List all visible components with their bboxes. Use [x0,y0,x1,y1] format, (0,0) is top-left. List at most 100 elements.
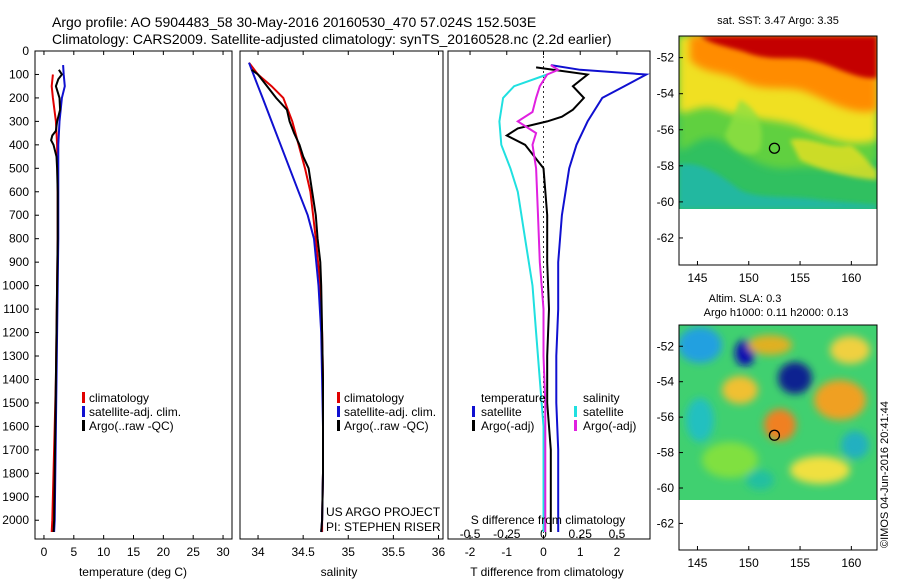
difference-series [498,64,650,532]
t-difference-x-axis: -2 -1 0 1 2 [465,51,621,559]
temperature-plot-frame [34,50,233,540]
s-difference-axis-label: S difference from climatology [471,513,626,527]
sst-float-marker [768,142,781,154]
x-tick-label: 34.5 [291,545,315,559]
y-tick-label: 0 [22,44,29,58]
legend-label-s-argo: Argo(-adj) [583,419,636,433]
sla-map-axes: 145 150 155 160 -52 -54 -56 -58 -60 -62 [657,339,862,570]
x-tick-label: -2 [465,545,476,559]
y-tick-label: 400 [9,138,29,152]
series-line-s-satellite [498,73,548,532]
map-x-tick-label: 150 [739,556,759,570]
x-tick-label: 34 [251,545,265,559]
legend-swatch-argo [82,420,85,431]
legend-swatch-s-satellite [574,406,577,417]
salinity-panel: 34 34.5 35 35.5 36 salinity climatology sate… [239,50,446,579]
x-tick-label: 15 [127,545,141,559]
map-x-tick-label: 155 [790,271,810,285]
x-tick-label: 36 [432,545,446,559]
sla-map-title-line1: Altim. SLA: 0.3 [709,293,782,305]
series-line-s-argo-adj [515,64,561,532]
imos-credit: ©IMOS 04-Jun-2016 20:41:44 [879,401,891,548]
map-y-tick-label: -56 [657,123,675,137]
y-tick-label: 300 [9,114,29,128]
x-tick-label: 30 [216,545,230,559]
salinity-legend: climatology satellite-adj. clim. Argo(..… [337,391,436,433]
legend-heading-temperature: temperature [481,391,546,405]
map-x-tick-label: 145 [687,271,707,285]
legend-swatch-climatology [337,392,340,403]
map-y-tick-label: -58 [657,159,675,173]
legend-swatch-satellite [82,406,85,417]
map-y-tick-label: -62 [657,516,675,530]
series-line-t-argo-adj [504,66,591,532]
project-annotation: US ARGO PROJECT [326,505,441,519]
y-tick-label: 100 [9,67,29,81]
sla-heatmap [679,325,877,500]
sst-map-frame [678,35,878,266]
x-tick-label: 0 [540,545,547,559]
y-tick-label: 1600 [2,419,29,433]
salinity-axis-label: salinity [321,565,358,579]
y-tick-label: 600 [9,185,29,199]
y-tick-label: 2000 [2,513,29,527]
sst-map-axes: 145 150 155 160 -52 -54 -56 -58 -60 -62 [657,51,862,285]
s-tick-label: 0 [540,527,547,541]
sst-map-title: sat. SST: 3.47 Argo: 3.35 [717,15,839,27]
x-tick-label: 35 [342,545,356,559]
temperature-panel: 0100200300400500600700800900100011001200… [2,44,233,579]
difference-legend: temperature salinity satellite Argo(-adj… [472,391,636,433]
map-x-tick-label: 160 [841,556,861,570]
series-line-argo-raw-qc [251,68,324,533]
series-line-climatology [248,62,324,532]
s-tick-label: -0.5 [460,527,481,541]
figure-title: Argo profile: AO 5904483_58 30-May-2016 … [52,14,536,30]
sla-map-frame [678,324,878,551]
y-tick-label: 1300 [2,349,29,363]
y-tick-label: 1900 [2,490,29,504]
legend-label-satellite: satellite-adj. clim. [344,405,436,419]
y-tick-label: 1200 [2,326,29,340]
map-y-tick-label: -52 [657,51,675,65]
legend-swatch-climatology [82,392,85,403]
x-tick-label: 20 [157,545,171,559]
s-difference-axis: -0.5 -0.25 0 0.25 0.5 [460,527,626,541]
x-tick-label: -1 [501,545,512,559]
t-difference-axis-label: T difference from climatology [470,565,624,579]
map-y-tick-label: -54 [657,87,675,101]
map-y-tick-label: -52 [657,339,675,353]
legend-label-t-argo: Argo(-adj) [481,419,534,433]
legend-label-climatology: climatology [344,391,404,405]
legend-label-satellite: satellite-adj. clim. [89,405,181,419]
temperature-legend: climatology satellite-adj. clim. Argo(..… [82,391,181,433]
map-y-tick-label: -56 [657,410,675,424]
temperature-series [50,65,66,533]
s-tick-label: 0.5 [609,527,626,541]
map-y-tick-label: -60 [657,481,675,495]
legend-swatch-satellite [337,406,340,417]
map-x-tick-label: 155 [790,556,810,570]
s-tick-label: 0.25 [569,527,593,541]
legend-swatch-argo [337,420,340,431]
temperature-x-axis: 0 5 10 15 20 25 30 [41,51,230,559]
map-x-tick-label: 160 [841,271,861,285]
s-tick-label: -0.25 [493,527,521,541]
difference-panel: -2 -1 0 1 2 -0.5 -0.25 0 0.25 0.5 T difference f… [447,50,651,579]
x-tick-label: 25 [187,545,201,559]
series-line-argo-raw-qc [50,69,64,533]
depth-axis: 0 100 200 300 400 500 600 700 800 900 1000 1100 1200… [2,44,39,527]
map-x-tick-label: 150 [739,271,759,285]
x-tick-label: 5 [70,545,77,559]
series-line-satellite-adj-clim [248,62,324,533]
map-y-tick-label: -62 [657,231,675,245]
y-tick-label: 1000 [2,279,29,293]
y-tick-label: 1700 [2,443,29,457]
legend-label-argo: Argo(..raw -QC) [344,419,429,433]
legend-label-t-satellite: satellite [481,405,522,419]
legend-swatch-t-satellite [472,406,475,417]
legend-swatch-t-argo [472,420,475,431]
y-tick-label: 700 [9,208,29,222]
sst-map-panel: sat. SST: 3.47 Argo: 3.35 145 150 155 160 -5… [657,15,878,285]
map-y-tick-label: -60 [657,195,675,209]
